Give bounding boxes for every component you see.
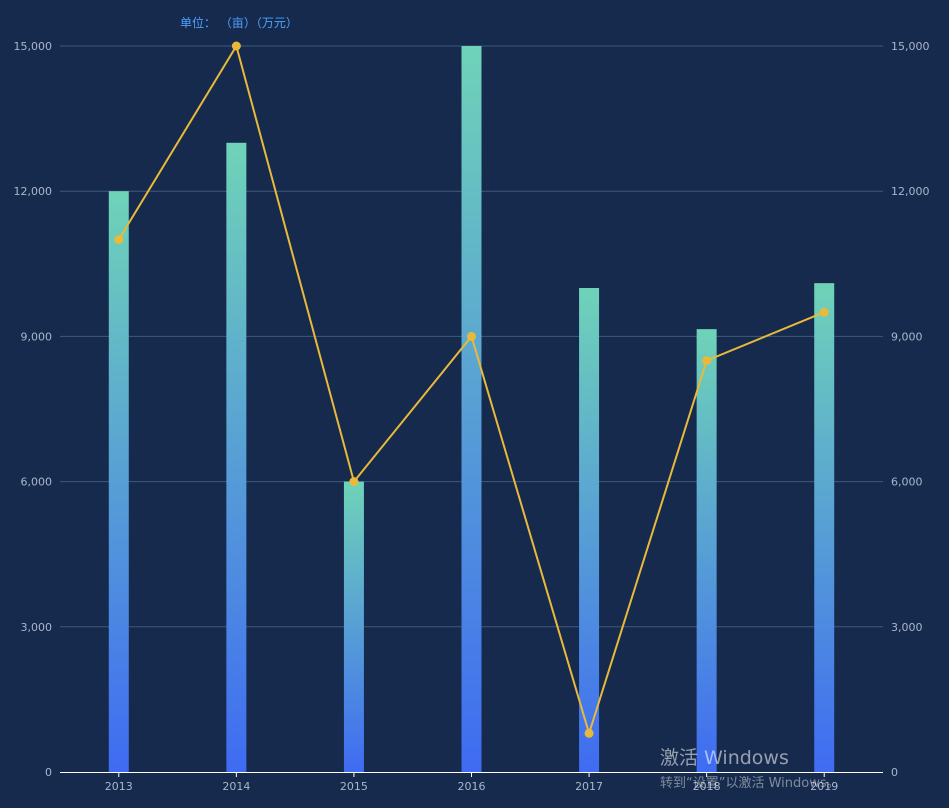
y-left-tick-label: 6,000 bbox=[21, 476, 53, 489]
y-right-tick-label: 6,000 bbox=[891, 476, 923, 489]
axes: 0 3,000 6,000 9,000 12,000 15,000 0 3,000 6,000 9… bbox=[14, 40, 930, 793]
unit-label: 单位： （亩）（万元） bbox=[180, 15, 298, 30]
bar bbox=[696, 329, 717, 772]
y-left-tick-label: 0 bbox=[45, 766, 52, 779]
x-tick-label: 2014 bbox=[222, 780, 250, 793]
line-point bbox=[467, 331, 476, 341]
y-right-tick-label: 12,000 bbox=[891, 185, 930, 198]
bar-series bbox=[108, 46, 835, 773]
y-left-tick-label: 15,000 bbox=[14, 40, 53, 53]
y-left-tick-label: 9,000 bbox=[21, 330, 53, 343]
line-point bbox=[584, 728, 594, 738]
y-left-tick-label: 12,000 bbox=[14, 185, 53, 198]
line-point bbox=[702, 356, 712, 366]
bar bbox=[579, 288, 600, 772]
x-tick-label: 2016 bbox=[458, 780, 486, 793]
line-point bbox=[231, 41, 241, 51]
line-point bbox=[349, 477, 359, 487]
line-series bbox=[114, 41, 829, 738]
line-point bbox=[114, 235, 124, 245]
y-right-tick-label: 0 bbox=[891, 766, 898, 779]
y-right-tick-label: 15,000 bbox=[891, 40, 930, 53]
x-tick-label: 2013 bbox=[105, 780, 133, 793]
watermark-subtitle: 转到“设置”以激活 Windows。 bbox=[660, 776, 840, 791]
bar bbox=[226, 142, 247, 773]
y-left-tick-label: 3,000 bbox=[21, 621, 53, 634]
y-right-tick-label: 9,000 bbox=[891, 330, 923, 343]
bar bbox=[814, 283, 835, 772]
y-right-tick-label: 3,000 bbox=[891, 621, 923, 634]
x-tick-label: 2015 bbox=[340, 780, 368, 793]
x-tick-label: 2017 bbox=[575, 780, 603, 793]
bar bbox=[343, 481, 364, 772]
line-point bbox=[819, 307, 829, 317]
bar bbox=[108, 191, 129, 772]
x-tick-label: 2019 bbox=[810, 780, 838, 793]
bar bbox=[461, 46, 482, 772]
x-tick-label: 2018 bbox=[693, 780, 721, 793]
watermark-title: 激活 Windows bbox=[660, 747, 789, 769]
